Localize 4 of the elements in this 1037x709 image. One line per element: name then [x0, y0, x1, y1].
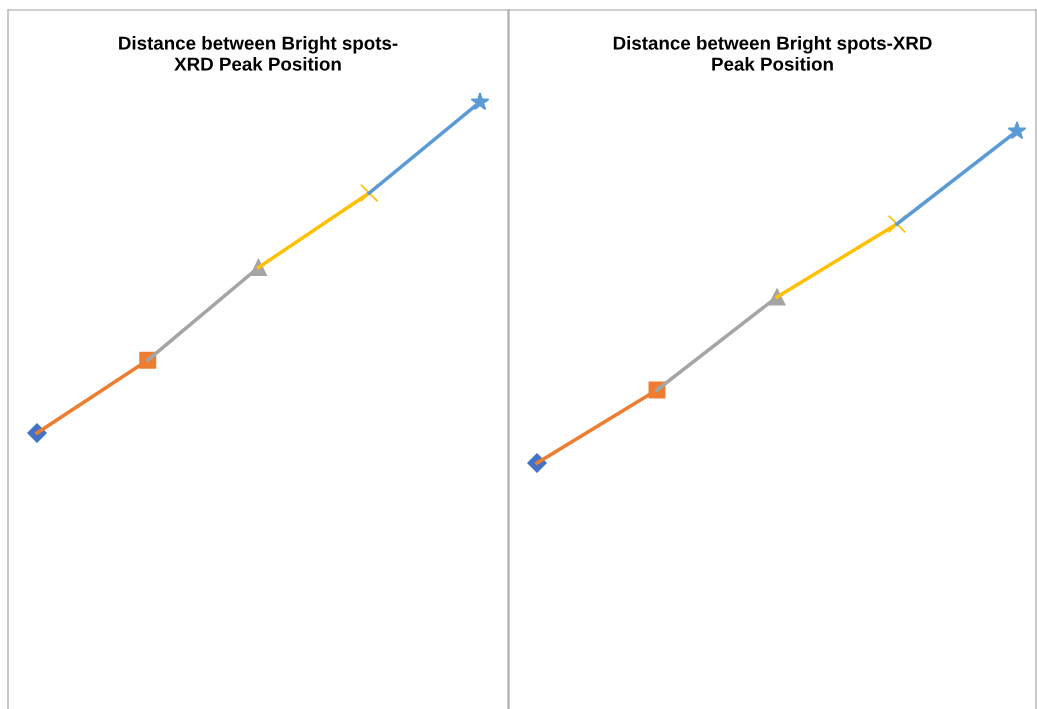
chart-title: Distance between Bright spots- XRD Peak Position [119, 36, 398, 71]
chart-title: Distance between Bright spots-XRD Peak Position [613, 36, 932, 71]
point [1007, 121, 1027, 140]
point [470, 92, 490, 111]
